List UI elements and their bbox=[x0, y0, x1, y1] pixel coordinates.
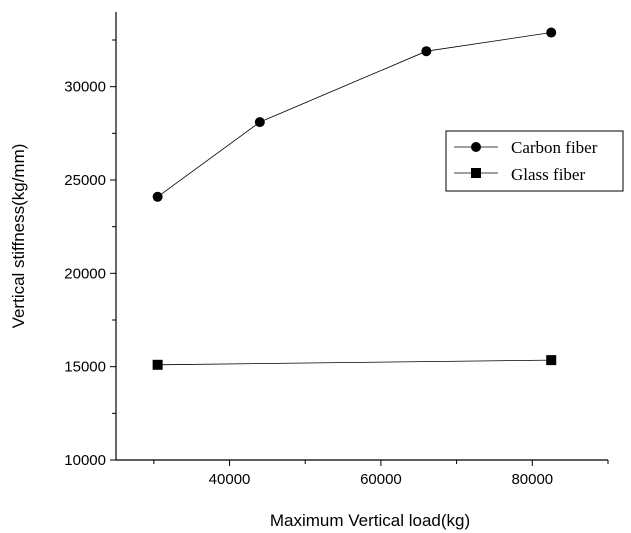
series-line-1 bbox=[157, 359, 552, 366]
y-tick-label: 30000 bbox=[64, 79, 106, 96]
y-axis-title: Vertical stiffness(kg/mm) bbox=[9, 144, 28, 329]
y-tick-label: 10000 bbox=[64, 452, 106, 469]
x-tick-label: 80000 bbox=[511, 471, 553, 488]
data-point bbox=[421, 46, 432, 57]
axes-group bbox=[115, 12, 608, 461]
y-tick-label: 15000 bbox=[64, 359, 106, 376]
x-tick-label: 40000 bbox=[209, 471, 251, 488]
x-axis-title: Maximum Vertical load(kg) bbox=[270, 511, 470, 530]
data-point bbox=[152, 359, 163, 370]
series-line-0 bbox=[157, 32, 552, 198]
data-point bbox=[152, 191, 163, 202]
y-tick-label: 25000 bbox=[64, 172, 106, 189]
legend-marker-carbon bbox=[471, 142, 481, 152]
series-layer bbox=[152, 27, 557, 370]
legend-box bbox=[445, 130, 624, 192]
data-point bbox=[546, 27, 557, 38]
y-tick-label: 20000 bbox=[64, 265, 106, 282]
legend-marker-glass bbox=[471, 168, 481, 178]
legend: Carbon fiber Glass fiber bbox=[445, 130, 624, 192]
data-point bbox=[546, 355, 557, 366]
x-tick-label: 60000 bbox=[360, 471, 402, 488]
x-ticks: 40000 60000 80000 bbox=[153, 460, 609, 488]
legend-label-carbon: Carbon fiber bbox=[511, 138, 598, 157]
data-point bbox=[254, 117, 265, 128]
y-ticks: 10000 15000 20000 25000 30000 bbox=[64, 39, 116, 469]
legend-label-glass: Glass fiber bbox=[511, 165, 585, 184]
